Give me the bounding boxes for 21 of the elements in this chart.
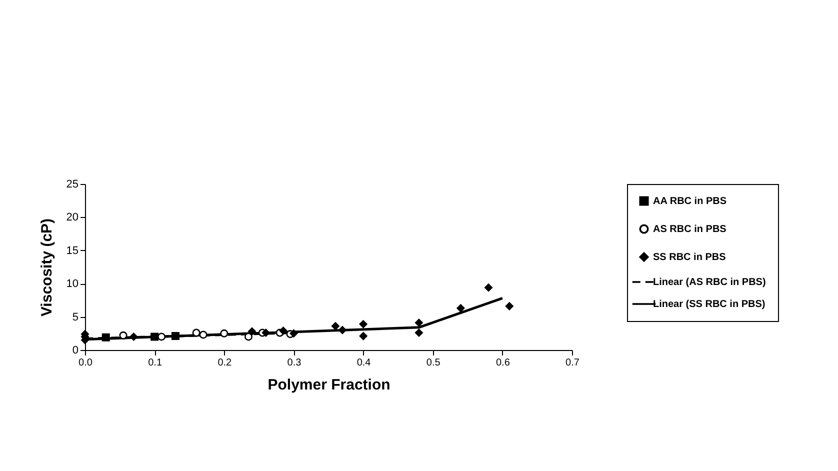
- legend-label: Linear (SS RBC in PBS): [653, 299, 766, 310]
- x-tick-label: 0.3: [287, 358, 302, 368]
- legend-label: AA RBC in PBS: [653, 196, 727, 207]
- x-tick-label: 0.7: [566, 358, 580, 368]
- x-tick-label: 0.2: [218, 358, 232, 368]
- y-axis-title: Viscosity (cP): [38, 218, 56, 317]
- y-tick-label: 5: [72, 311, 78, 324]
- x-tick-label: 0.1: [148, 358, 162, 368]
- x-tick-label: 0.0: [78, 358, 93, 368]
- y-tick-label: 15: [66, 244, 78, 257]
- x-tick-label: 0.5: [426, 358, 441, 368]
- x-tick-label: 0.4: [356, 358, 372, 368]
- legend-label: AS RBC in PBS: [653, 224, 727, 235]
- x-axis-title: Polymer Fraction: [268, 376, 390, 394]
- y-tick-label: 20: [66, 212, 78, 224]
- legend-label: Linear (AS RBC in PBS): [653, 277, 766, 288]
- y-tick-label: 25: [66, 178, 78, 190]
- y-tick-label: 0: [72, 344, 78, 356]
- y-tick-label: 10: [66, 278, 78, 290]
- x-tick-label: 0.6: [496, 358, 510, 368]
- legend-label: SS RBC in PBS: [653, 252, 726, 263]
